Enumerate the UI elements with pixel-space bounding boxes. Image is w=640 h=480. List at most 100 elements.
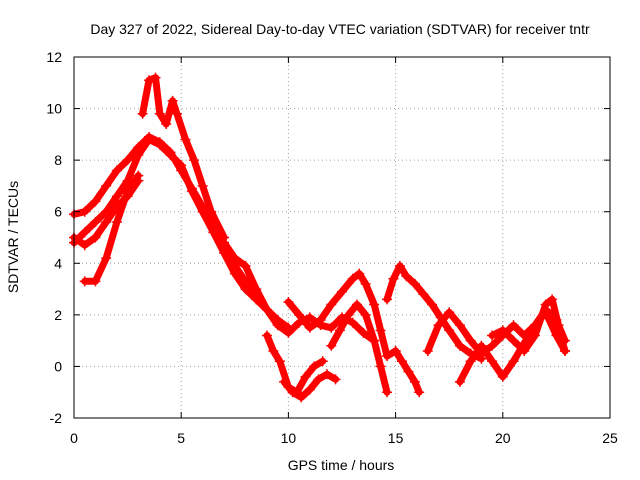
data-point bbox=[304, 322, 315, 333]
data-point bbox=[390, 345, 401, 356]
data-point bbox=[487, 356, 498, 367]
data-point bbox=[176, 165, 187, 176]
data-point bbox=[165, 147, 176, 158]
y-tick-label: 2 bbox=[54, 307, 62, 323]
data-point bbox=[186, 183, 197, 194]
x-tick-label: 20 bbox=[495, 430, 511, 446]
data-point bbox=[309, 361, 320, 372]
series-11 bbox=[382, 260, 487, 364]
series-8 bbox=[279, 369, 341, 403]
data-point bbox=[508, 356, 519, 367]
y-tick-label: 4 bbox=[54, 255, 62, 271]
grid bbox=[74, 57, 610, 418]
data-point bbox=[388, 273, 399, 284]
data-point bbox=[382, 351, 393, 362]
series-14 bbox=[454, 307, 570, 387]
series-7 bbox=[261, 330, 328, 398]
data-point bbox=[343, 309, 354, 320]
data-point bbox=[409, 376, 420, 387]
y-tick-label: 8 bbox=[54, 152, 62, 168]
data-point bbox=[394, 260, 405, 271]
data-point bbox=[403, 366, 414, 377]
plot-area bbox=[69, 72, 570, 403]
data-point bbox=[90, 217, 101, 228]
data-point bbox=[272, 320, 283, 331]
data-point bbox=[304, 384, 315, 395]
data-point bbox=[330, 374, 341, 385]
series-15 bbox=[487, 294, 570, 356]
data-point bbox=[79, 227, 90, 238]
data-point bbox=[101, 217, 112, 228]
data-point bbox=[465, 356, 476, 367]
data-point bbox=[465, 335, 476, 346]
data-point bbox=[487, 340, 498, 351]
data-point bbox=[559, 345, 570, 356]
data-point bbox=[352, 299, 363, 310]
data-point bbox=[347, 273, 358, 284]
data-point bbox=[427, 299, 438, 310]
data-point bbox=[283, 296, 294, 307]
chart-title: Day 327 of 2022, Sidereal Day-to-day VTE… bbox=[90, 21, 590, 37]
data-point bbox=[206, 206, 217, 217]
data-point bbox=[101, 180, 112, 191]
data-point bbox=[150, 72, 161, 83]
data-point bbox=[454, 320, 465, 331]
data-point bbox=[229, 253, 240, 264]
data-point bbox=[111, 201, 122, 212]
data-point bbox=[347, 317, 358, 328]
y-tick-label: 6 bbox=[54, 204, 62, 220]
data-point bbox=[337, 286, 347, 297]
x-tick-label: 10 bbox=[281, 430, 297, 446]
data-point bbox=[197, 180, 208, 191]
data-point bbox=[375, 325, 386, 336]
data-point bbox=[317, 356, 328, 367]
data-point bbox=[547, 294, 558, 305]
x-tick-label: 0 bbox=[70, 430, 78, 446]
data-point bbox=[167, 95, 178, 106]
data-point bbox=[133, 142, 144, 153]
data-point bbox=[508, 335, 519, 346]
data-point bbox=[382, 387, 393, 398]
x-axis-label: GPS time / hours bbox=[288, 457, 395, 473]
data-point bbox=[79, 206, 90, 217]
data-point bbox=[375, 361, 386, 372]
data-point bbox=[326, 340, 337, 351]
y-tick-label: 10 bbox=[46, 101, 62, 117]
data-point bbox=[382, 294, 393, 305]
series-10 bbox=[326, 299, 393, 398]
data-point bbox=[251, 284, 262, 295]
data-point bbox=[401, 271, 412, 282]
data-point bbox=[334, 325, 345, 336]
data-point bbox=[508, 320, 519, 331]
data-point bbox=[111, 165, 122, 176]
data-point bbox=[161, 119, 172, 130]
data-point bbox=[111, 217, 122, 228]
data-point bbox=[154, 108, 165, 119]
data-point bbox=[79, 276, 90, 287]
data-point bbox=[154, 137, 165, 148]
series-9 bbox=[283, 268, 401, 362]
data-point bbox=[144, 131, 155, 142]
data-point bbox=[79, 240, 90, 251]
data-point bbox=[454, 340, 465, 351]
data-point bbox=[529, 330, 540, 341]
y-tick-label: 12 bbox=[46, 49, 62, 65]
data-point bbox=[553, 320, 564, 331]
data-point bbox=[454, 376, 465, 387]
series-trace bbox=[327, 301, 391, 396]
data-point bbox=[519, 345, 530, 356]
y-axis-label: SDTVAR / TECUs bbox=[5, 181, 21, 293]
data-point bbox=[397, 356, 408, 367]
data-point bbox=[360, 309, 371, 320]
data-point bbox=[326, 299, 337, 310]
data-point bbox=[304, 312, 315, 323]
series-12 bbox=[390, 345, 425, 398]
data-point bbox=[296, 392, 307, 403]
data-point bbox=[360, 278, 371, 289]
data-point bbox=[144, 75, 155, 86]
data-point bbox=[444, 307, 455, 318]
data-point bbox=[261, 330, 272, 341]
data-point bbox=[90, 276, 101, 287]
data-point bbox=[313, 374, 324, 385]
